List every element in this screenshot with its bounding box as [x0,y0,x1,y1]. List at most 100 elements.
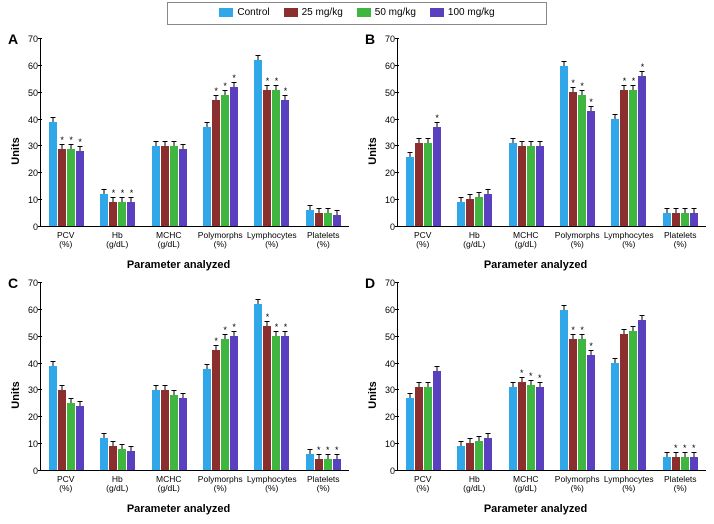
bar-group: *** [552,283,603,470]
bar [49,366,57,470]
bar [424,143,432,226]
bar-group: *** [552,39,603,226]
bar-group: *** [246,283,297,470]
bar-group [449,39,500,226]
bar [152,146,160,226]
legend-label: Control [237,7,269,18]
bar-group: * [398,39,449,226]
bar [484,194,492,226]
bar: * [569,339,577,470]
x-tick-label: Platelets(%) [655,473,707,501]
bar: * [127,202,135,226]
bar: * [333,459,341,470]
bar [509,387,517,470]
x-tick-label: Platelets(%) [298,229,350,257]
legend-label: 100 mg/kg [448,7,495,18]
bar [536,146,544,226]
bar-group: *** [501,283,552,470]
x-tick-labels: PCV(%)Hb(g/dL)MCHC(g/dL)Polymorphs(%)Lym… [397,229,706,257]
bar [663,213,671,226]
bar: * [263,326,271,470]
bar [179,149,187,226]
bar [638,320,646,470]
x-tick-label: Hb(g/dL) [449,473,501,501]
bar: * [536,387,544,470]
bar-group [298,39,349,226]
bar [127,451,135,470]
y-axis-label: Units [10,137,22,165]
bar-group: *** [92,39,143,226]
bar [457,446,465,470]
bar: * [221,339,229,470]
bar [100,438,108,470]
bar-group [501,39,552,226]
bar [179,398,187,470]
bar [161,390,169,470]
bar-group [144,283,195,470]
x-tick-label: PCV(%) [397,473,449,501]
bar [76,406,84,470]
bar: * [263,90,271,226]
bar: * [681,457,689,470]
x-axis-label: Parameter analyzed [0,503,357,515]
bar: * [272,90,280,226]
bar [306,210,314,226]
bar [509,143,517,226]
bar [324,213,332,226]
bar: * [518,382,526,470]
bar [466,199,474,226]
x-tick-label: Platelets(%) [655,229,707,257]
legend-item: 25 mg/kg [284,7,343,18]
bar-group [655,39,706,226]
x-tick-label: MCHC(g/dL) [143,473,195,501]
chart-area: ************ [40,39,349,227]
bar [611,119,619,226]
legend-label: 50 mg/kg [375,7,416,18]
x-tick-label: Polymorphs(%) [552,473,604,501]
x-tick-label: Lymphocytes(%) [603,229,655,257]
panel-label: D [365,275,375,291]
bar [254,60,262,226]
bar [663,457,671,470]
bar [254,304,262,470]
legend: Control 25 mg/kg 50 mg/kg 100 mg/kg [167,2,547,25]
bar [560,310,568,470]
x-tick-label: Hb(g/dL) [92,229,144,257]
y-axis-label: Units [10,381,22,409]
bar [620,334,628,470]
x-tick-label: Polymorphs(%) [195,229,247,257]
bar: * [629,90,637,226]
x-tick-label: Platelets(%) [298,473,350,501]
x-tick-label: PCV(%) [40,473,92,501]
bar: * [324,459,332,470]
bar-group: *** [41,39,92,226]
y-ticks: 010203040506070 [24,39,38,227]
legend-item: 100 mg/kg [430,7,495,18]
x-tick-label: Hb(g/dL) [92,473,144,501]
bar: * [272,336,280,470]
y-axis-label: Units [367,381,379,409]
bar: * [230,87,238,226]
bar [315,213,323,226]
bar-group [603,283,654,470]
bar: * [620,90,628,226]
bar [611,363,619,470]
bar [161,146,169,226]
panel-A: AUnits010203040506070************PCV(%)H… [0,29,357,273]
bar [170,146,178,226]
bar [49,122,57,226]
bar [406,157,414,226]
bar-group [144,39,195,226]
bar [203,369,211,471]
legend-item: 50 mg/kg [357,7,416,18]
bar [170,395,178,470]
x-tick-label: MCHC(g/dL) [500,229,552,257]
x-tick-label: PCV(%) [40,229,92,257]
bar: * [281,336,289,470]
panel-grid: AUnits010203040506070************PCV(%)H… [0,29,714,517]
panel-D: DUnits010203040506070*********PCV(%)Hb(g… [357,273,714,517]
bar [306,454,314,470]
bar: * [58,149,66,226]
bar-group [398,283,449,470]
legend-label: 25 mg/kg [302,7,343,18]
